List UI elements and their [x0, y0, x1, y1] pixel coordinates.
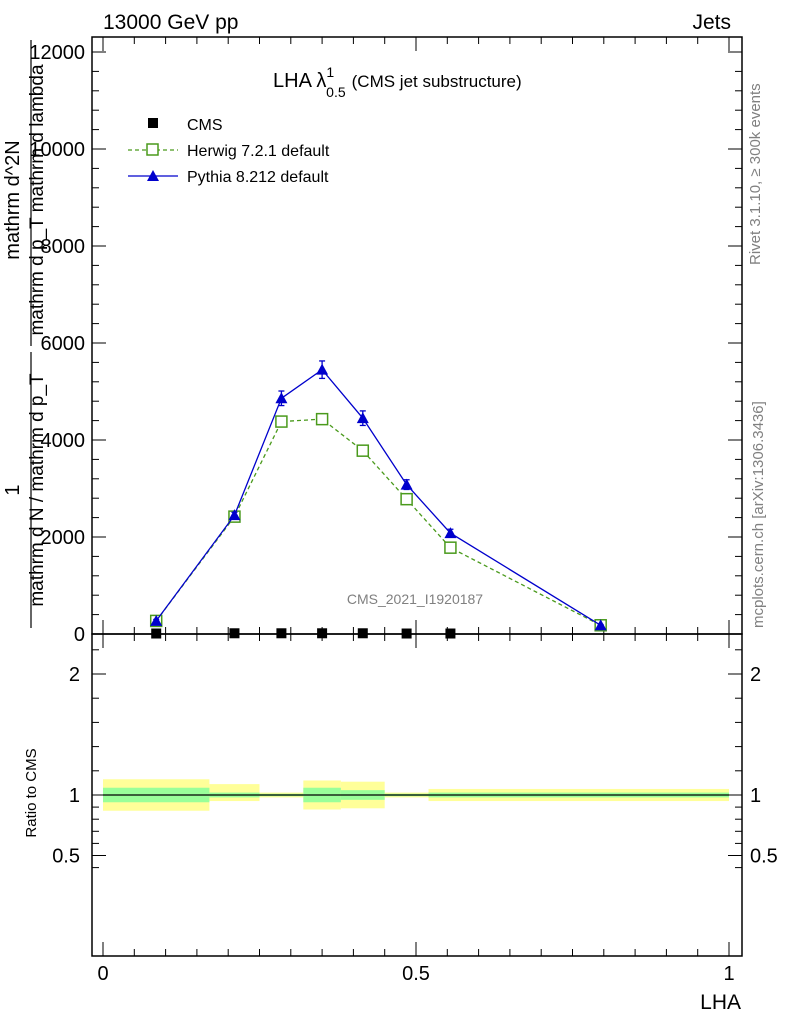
legend-pythia-label: Pythia 8.212 default	[187, 169, 329, 186]
ylabel-numerator2: mathrm d^2N	[2, 140, 24, 259]
ratio-ylabel: Ratio to CMS	[23, 748, 40, 837]
ratio-y-tick-label-right: 1	[750, 785, 761, 807]
plot-title-main: LHA λ	[273, 70, 326, 92]
main-y-tick-label: 10000	[29, 139, 85, 161]
pythia-point	[275, 392, 288, 404]
legend-herwig-label: Herwig 7.2.1 default	[187, 143, 330, 160]
ratio-y-tick-label-left: 2	[69, 664, 80, 686]
plot-title-sub: 0.5	[326, 84, 346, 100]
series-line-1	[155, 418, 601, 626]
main-y-tick-label: 12000	[29, 42, 85, 64]
pythia-point	[594, 619, 607, 631]
herwig-point	[315, 412, 329, 426]
legend-herwig-marker	[146, 143, 159, 156]
pythia-point	[444, 527, 457, 539]
pythia-point	[228, 509, 241, 521]
legend-cms-marker	[148, 118, 158, 128]
mcplots-label: mcplots.cern.ch [arXiv:1306.3436]	[750, 401, 767, 628]
analysis-id: CMS_2021_I1920187	[347, 591, 483, 607]
category-label: Jets	[692, 11, 731, 34]
legend: CMS Herwig 7.2.1 default Pythia 8.212 de…	[128, 117, 330, 186]
plot-title-suffix: (CMS jet substructure)	[352, 72, 522, 91]
ratio-y-tick-label-right: 0.5	[750, 846, 778, 868]
plot-title-sup: 1	[326, 64, 334, 80]
ylabel-denominator: mathrm d N / mathrm d p_T	[27, 373, 48, 607]
herwig-point	[356, 444, 370, 457]
x-tick-label: 0	[97, 963, 108, 985]
pythia-point	[150, 614, 163, 626]
herwig-point	[444, 541, 457, 554]
main-y-tick-label: 8000	[41, 236, 86, 258]
main-y-tick-label: 6000	[41, 333, 86, 355]
ratio-axis-ticks: 0 0.5 1 0.5 0.5 1 1 2 2	[52, 634, 778, 985]
pythia-point	[316, 363, 329, 375]
herwig-point	[275, 415, 288, 428]
main-series-layer	[149, 360, 607, 639]
pythia-point	[356, 412, 369, 424]
legend-cms-label: CMS	[187, 117, 223, 134]
main-y-tick-label: 0	[74, 624, 85, 646]
ratio-total-band	[209, 784, 260, 802]
ratio-bands-layer	[103, 779, 729, 811]
herwig-point	[400, 492, 413, 506]
x-tick-label: 1	[723, 963, 734, 985]
energy-label: 13000 GeV pp	[103, 11, 238, 34]
series-line-2	[155, 368, 602, 626]
pythia-point	[400, 478, 413, 490]
rivet-label: Rivet 3.1.10, ≥ 300k events	[747, 83, 764, 265]
main-axis-ticks: 0 2000 4000 6000 8000 10000 12000	[29, 37, 742, 646]
ratio-y-tick-label-left: 1	[69, 785, 80, 807]
ratio-y-tick-label-right: 2	[750, 664, 761, 686]
main-y-tick-label: 4000	[41, 430, 86, 452]
main-ylabel: 1 mathrm d N / mathrm d p_T mathrm d^2N …	[2, 40, 48, 628]
x-axis-label: LHA	[700, 991, 741, 1014]
ratio-frame	[91, 633, 743, 957]
ratio-y-tick-label-left: 0.5	[52, 846, 80, 868]
x-tick-label: 0.5	[402, 963, 430, 985]
ylabel-denominator2: mathrm d p_T mathrm d lambda	[27, 64, 48, 335]
legend-pythia-marker	[147, 170, 159, 181]
plot-title: LHA λ1 0.5 (CMS jet substructure)	[273, 64, 522, 100]
main-y-tick-label: 2000	[41, 527, 86, 549]
ylabel-numerator: 1	[2, 484, 24, 495]
